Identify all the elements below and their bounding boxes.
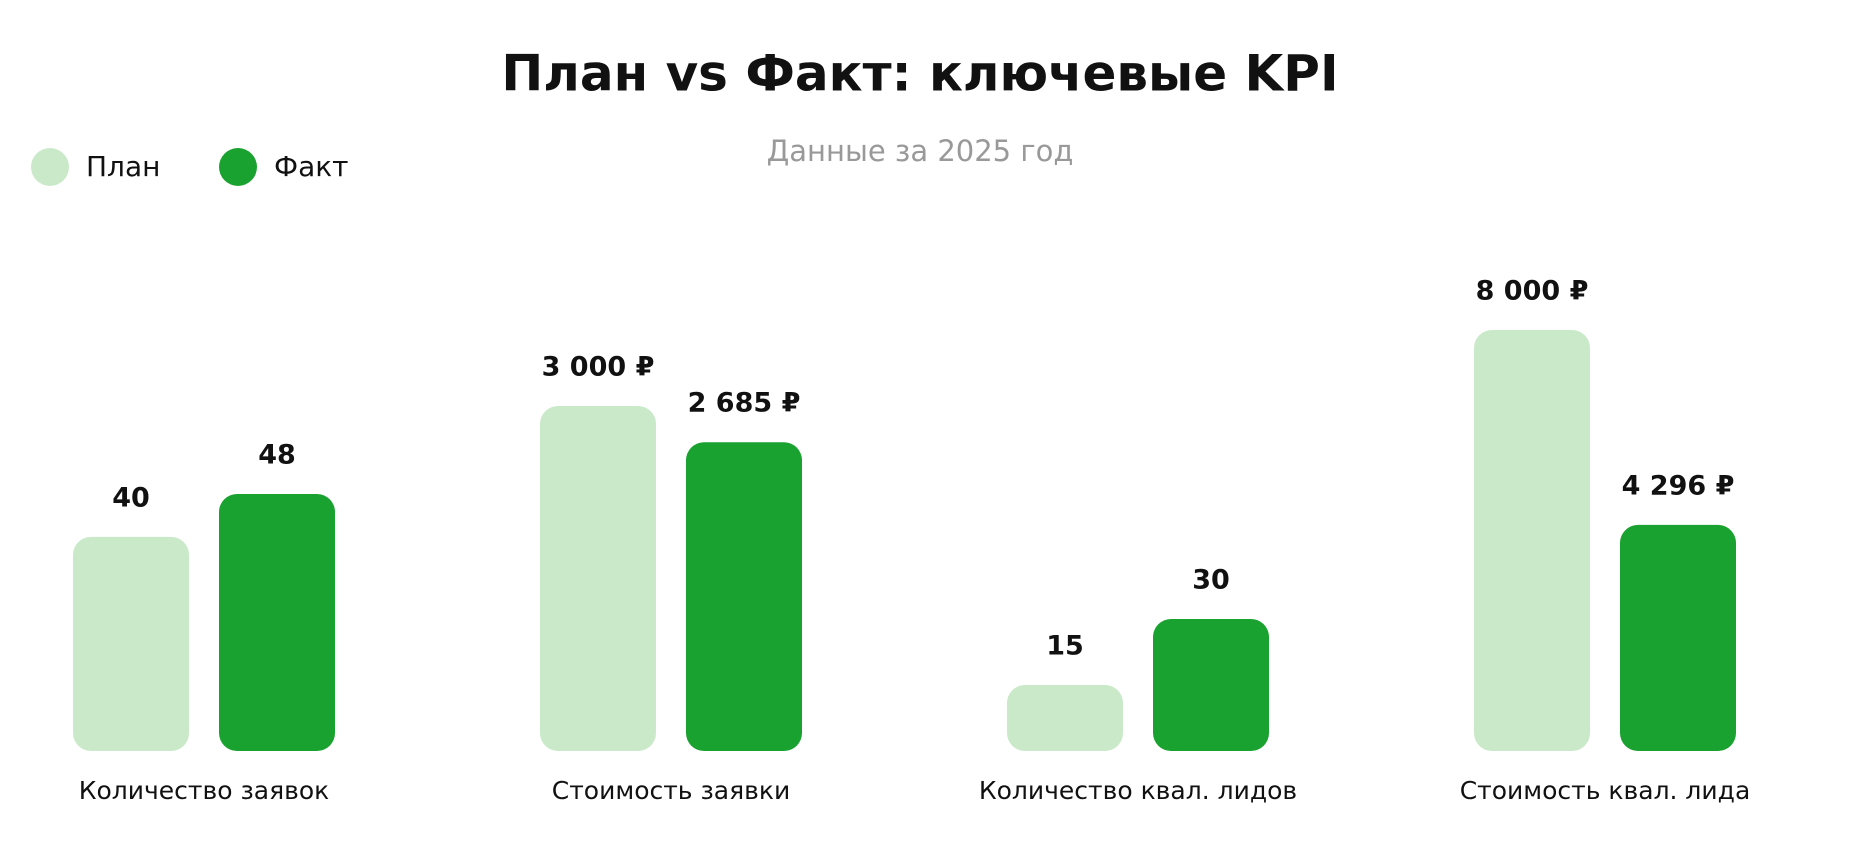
chart-subtitle: Данные за 2025 год — [767, 134, 1074, 168]
bar — [1474, 330, 1590, 751]
bar — [1153, 619, 1269, 751]
value-label: 30 — [1192, 565, 1230, 596]
x-tick-label: Стоимость квал. лида — [1460, 776, 1751, 805]
x-tick-label: Стоимость заявки — [552, 776, 790, 805]
value-label: 4 296 ₽ — [1622, 470, 1735, 501]
legend-marker — [31, 148, 69, 186]
bar — [219, 494, 335, 751]
legend-label: План — [86, 150, 160, 183]
value-label: 15 — [1046, 631, 1084, 662]
bar — [686, 442, 802, 751]
chart-title: План vs Факт: ключевые KPI — [501, 45, 1338, 103]
bar — [1620, 524, 1736, 751]
x-tick-label: Количество заявок — [79, 776, 330, 805]
legend-label: Факт — [274, 150, 348, 183]
value-label: 2 685 ₽ — [688, 388, 801, 419]
bar — [73, 536, 189, 751]
bar — [1007, 685, 1123, 751]
bar — [540, 406, 656, 751]
value-label: 3 000 ₽ — [542, 352, 655, 383]
x-tick-label: Количество квал. лидов — [979, 776, 1297, 805]
value-label: 40 — [112, 482, 150, 513]
legend-marker — [219, 148, 257, 186]
value-label: 48 — [258, 440, 296, 471]
value-label: 8 000 ₽ — [1476, 276, 1589, 307]
